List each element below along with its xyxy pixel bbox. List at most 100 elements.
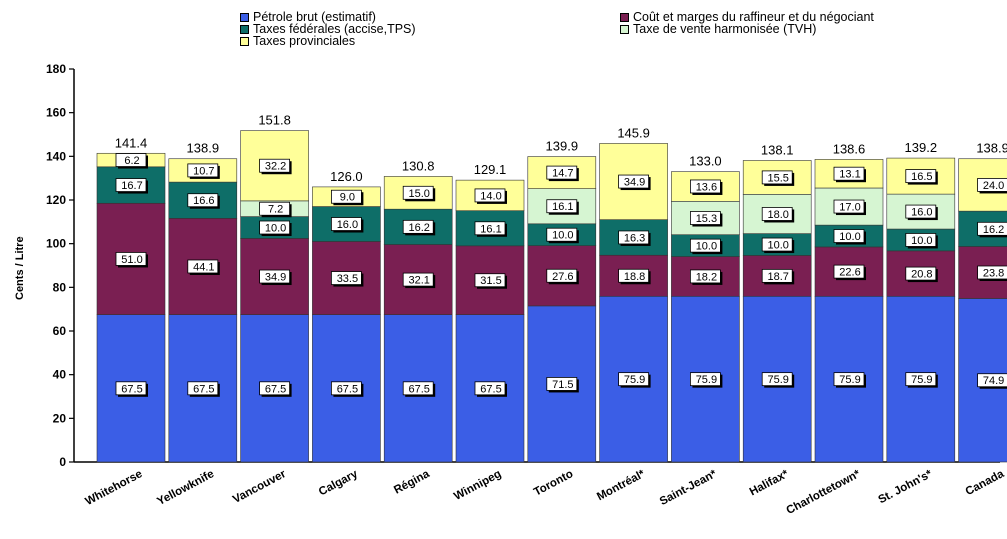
data-label-box bbox=[187, 259, 219, 274]
data-label-box bbox=[474, 273, 506, 288]
data-label: 9.0 bbox=[340, 192, 355, 204]
data-label-box bbox=[905, 169, 937, 183]
data-label: 13.1 bbox=[839, 169, 860, 181]
total-label: 141.4 bbox=[115, 135, 148, 150]
legend-item-cout-marges: Coût et marges du raffineur et du négoci… bbox=[620, 10, 874, 24]
y-tick-label: 180 bbox=[46, 62, 66, 76]
data-label: 24.0 bbox=[983, 180, 1004, 192]
data-label: 16.7 bbox=[121, 180, 142, 192]
legend-label-tvh: Taxe de vente harmonisée (TVH) bbox=[633, 22, 817, 36]
data-label-box bbox=[977, 373, 1007, 388]
data-label-box bbox=[474, 381, 506, 396]
data-label-box bbox=[259, 220, 291, 235]
data-label-box bbox=[546, 268, 578, 283]
data-label-box bbox=[330, 271, 362, 285]
legend-label-petrole-brut: Pétrole brut (estimatif) bbox=[253, 10, 376, 24]
data-label: 20.8 bbox=[911, 269, 932, 281]
data-label: 67.5 bbox=[193, 383, 214, 395]
x-tick-label: St. John's* bbox=[877, 468, 935, 507]
total-label: 139.2 bbox=[905, 140, 938, 155]
x-tick-label: Whitehorse bbox=[83, 468, 144, 508]
legend-swatch-taxes-provinciales bbox=[240, 36, 249, 46]
data-label: 18.0 bbox=[767, 209, 788, 221]
data-label: 33.5 bbox=[337, 273, 358, 285]
data-label: 16.5 bbox=[911, 171, 932, 183]
legend-label-taxes-provinciales: Taxes provinciales bbox=[253, 34, 356, 48]
data-label-box bbox=[761, 170, 793, 185]
data-label-box bbox=[761, 207, 793, 221]
data-label: 67.5 bbox=[265, 383, 286, 395]
total-label: 126.0 bbox=[330, 169, 363, 184]
total-label: 139.9 bbox=[546, 139, 579, 154]
data-label: 16.6 bbox=[193, 195, 214, 207]
data-label-box bbox=[115, 178, 147, 192]
data-label: 16.0 bbox=[911, 207, 932, 219]
data-label-box bbox=[833, 372, 865, 387]
data-label: 15.5 bbox=[767, 172, 788, 184]
x-tick-label: Calgary bbox=[317, 468, 360, 499]
data-label-box bbox=[905, 204, 937, 219]
y-tick-label: 120 bbox=[46, 193, 66, 207]
data-label: 75.9 bbox=[624, 374, 645, 386]
y-tick-label: 100 bbox=[46, 237, 66, 251]
data-label: 75.9 bbox=[767, 374, 788, 386]
y-tick-label: 80 bbox=[53, 280, 67, 294]
x-tick-label: Vancouver bbox=[231, 468, 288, 506]
legend-item-petrole-brut: Pétrole brut (estimatif) bbox=[240, 10, 376, 24]
data-label-box bbox=[761, 237, 793, 252]
data-label-box bbox=[977, 178, 1007, 192]
x-tick-label: Yellowknife bbox=[155, 468, 216, 508]
x-tick-label: Winnipeg bbox=[452, 468, 503, 503]
data-label: 18.8 bbox=[624, 271, 645, 283]
data-label-box bbox=[761, 268, 793, 283]
legend-item-taxes-federales: Taxes fédérales (accise,TPS) bbox=[240, 22, 416, 36]
data-label-box bbox=[402, 381, 434, 396]
data-label: 10.0 bbox=[767, 240, 788, 252]
data-label-box bbox=[833, 264, 865, 279]
x-tick-label: Canada bbox=[964, 468, 1007, 498]
total-label: 138.6 bbox=[833, 141, 866, 156]
x-tick-label: Charlottetown* bbox=[785, 468, 863, 517]
data-label-box bbox=[330, 217, 362, 231]
legend-item-taxes-provinciales: Taxes provinciales bbox=[240, 34, 355, 48]
data-label-box bbox=[187, 381, 219, 396]
total-label: 130.8 bbox=[402, 158, 435, 173]
data-label: 15.0 bbox=[408, 188, 429, 200]
data-label: 75.9 bbox=[696, 374, 717, 386]
data-label-box bbox=[402, 272, 434, 287]
data-label-box bbox=[905, 266, 937, 281]
data-label: 16.2 bbox=[983, 224, 1004, 236]
data-label: 67.5 bbox=[408, 383, 429, 395]
data-label: 10.0 bbox=[696, 241, 717, 253]
data-label-box bbox=[690, 269, 721, 284]
data-label: 13.6 bbox=[696, 181, 717, 193]
data-label-box bbox=[259, 201, 291, 216]
data-label: 16.3 bbox=[624, 232, 645, 244]
data-label: 18.7 bbox=[767, 271, 788, 283]
total-label: 138.9 bbox=[187, 141, 220, 156]
data-label: 74.9 bbox=[983, 375, 1004, 387]
data-label-box bbox=[977, 221, 1007, 236]
y-tick-label: 140 bbox=[46, 149, 66, 163]
data-label-box bbox=[546, 377, 578, 391]
data-label-box bbox=[330, 381, 362, 396]
total-label: 138.9 bbox=[976, 141, 1007, 156]
legend-label-taxes-federales: Taxes fédérales (accise,TPS) bbox=[253, 22, 416, 36]
y-tick-label: 20 bbox=[53, 411, 67, 425]
data-label-box bbox=[690, 211, 721, 225]
data-label-box bbox=[402, 185, 434, 200]
data-label: 67.5 bbox=[337, 383, 358, 395]
data-label: 75.9 bbox=[839, 374, 860, 386]
total-label: 145.9 bbox=[617, 125, 650, 140]
data-label: 10.0 bbox=[911, 235, 932, 247]
data-label: 23.8 bbox=[983, 267, 1004, 279]
legend-swatch-petrole-brut bbox=[240, 12, 249, 22]
data-label: 34.9 bbox=[265, 272, 286, 284]
data-label: 71.5 bbox=[552, 379, 573, 391]
data-label: 34.9 bbox=[624, 177, 645, 189]
total-label: 133.0 bbox=[689, 154, 722, 169]
data-label: 10.0 bbox=[552, 230, 573, 242]
data-label: 16.0 bbox=[337, 219, 358, 231]
y-tick-label: 40 bbox=[53, 368, 67, 382]
